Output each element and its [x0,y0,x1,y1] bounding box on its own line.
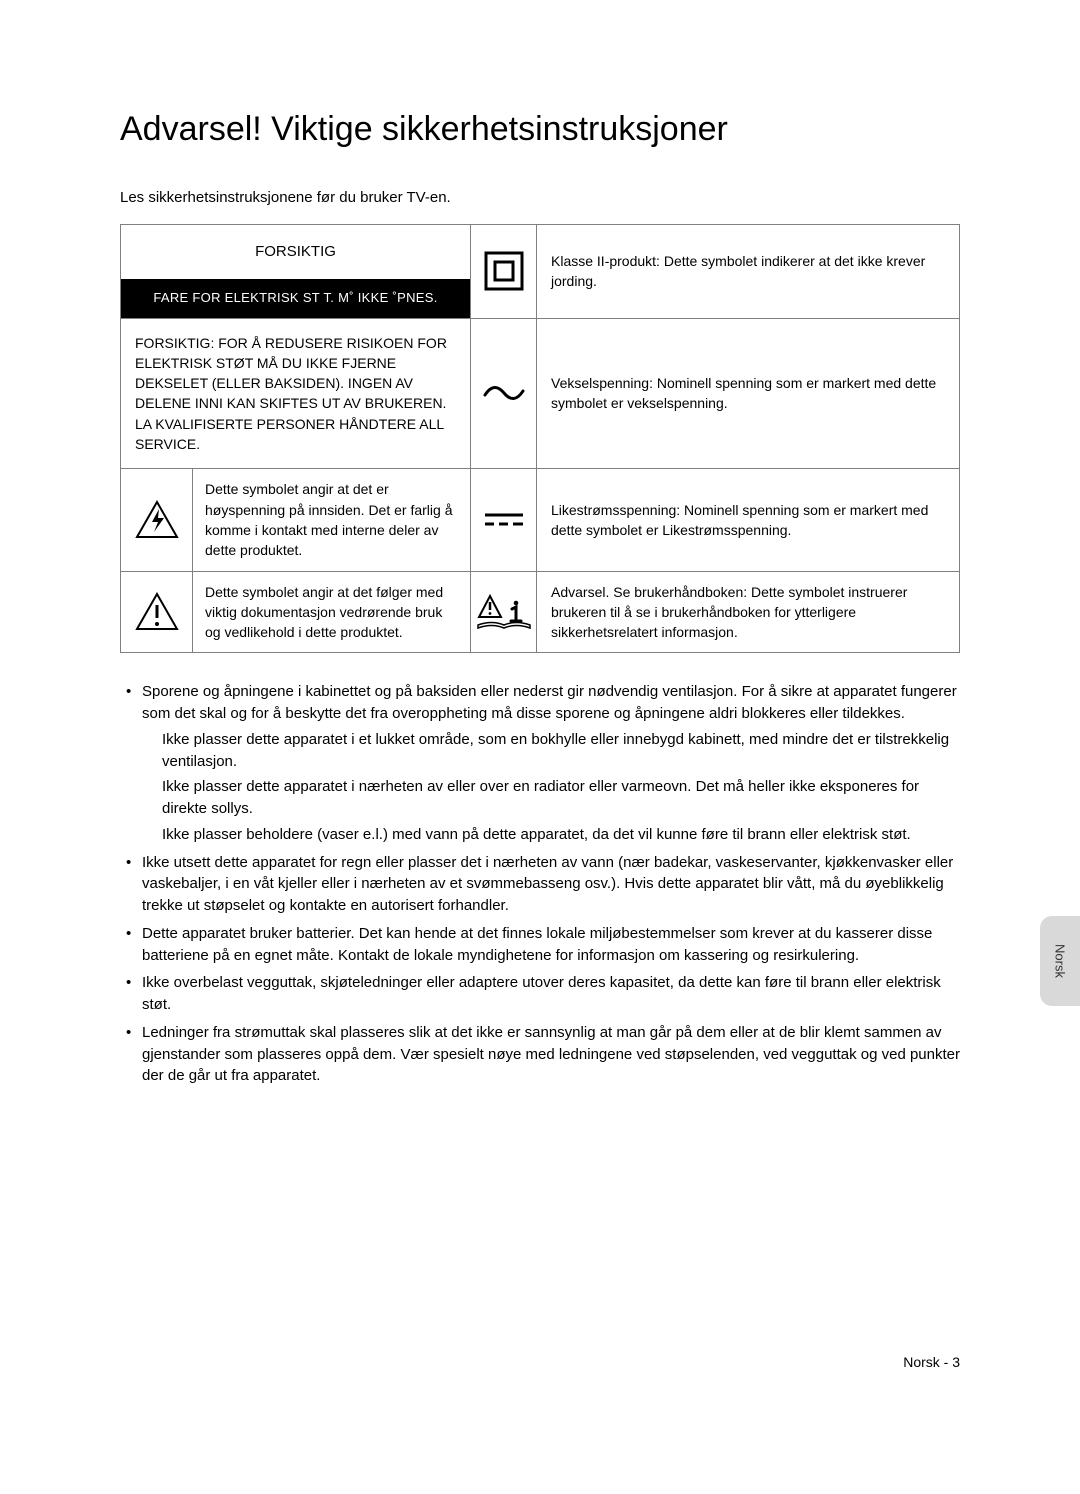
class-ii-icon [483,250,525,292]
ac-desc: Vekselspenning: Nominell spenning som er… [537,319,959,470]
page-title: Advarsel! Viktige sikkerhetsinstruksjone… [120,110,960,149]
bullet-2: Ikke utsett dette apparatet for regn ell… [120,852,960,917]
dc-icon-cell [471,469,537,571]
bullet-1-sub-2: Ikke plasser dette apparatet i nærheten … [142,776,960,820]
caution-label: FORSIKTIG [121,225,470,279]
ac-icon-cell [471,319,537,470]
caution-header-cell: FORSIKTIG FARE FOR ELEKTRISK ST T. M˚ IK… [121,225,471,319]
safety-bullets: Sporene og åpningene i kabinettet og på … [120,681,960,1087]
documentation-cell: Dette symbolet angir at det følger med v… [121,572,471,653]
warning-triangle-icon [134,591,180,633]
dc-desc: Likestrømsspenning: Nominell spenning so… [537,469,959,571]
bullet-1-sub-1: Ikke plasser dette apparatet i et lukket… [142,729,960,773]
bullet-1-sub-3: Ikke plasser beholdere (vaser e.l.) med … [142,824,960,846]
bullet-5: Ledninger fra strømuttak skal plasseres … [120,1022,960,1087]
bullet-4: Ikke overbelast vegguttak, skjøteledning… [120,972,960,1016]
language-tab-label: Norsk [1053,944,1068,978]
bullet-1: Sporene og åpningene i kabinettet og på … [120,681,960,845]
caution-full-text: FORSIKTIG: FOR Å REDUSERE RISIKOEN FOR E… [121,319,471,470]
dc-voltage-icon [481,510,527,530]
ac-voltage-icon [481,381,527,405]
intro-text: Les sikkerhetsinstruksjonene før du bruk… [120,189,960,206]
high-voltage-text: Dette symbolet angir at det er høyspenni… [193,469,470,570]
page-footer: Norsk - 3 [903,1354,960,1370]
electric-shock-banner: FARE FOR ELEKTRISK ST T. M˚ IKKE ˚PNES. [121,279,470,318]
safety-table: FORSIKTIG FARE FOR ELEKTRISK ST T. M˚ IK… [120,224,960,653]
refer-to-manual-icon [476,593,532,631]
class2-desc: Klasse II-produkt: Dette symbolet indike… [537,225,959,319]
bullet-3: Dette apparatet bruker batterier. Det ka… [120,923,960,967]
high-voltage-icon [134,499,180,541]
manual-desc: Advarsel. Se brukerhåndboken: Dette symb… [537,572,959,653]
class2-icon-cell [471,225,537,319]
documentation-text: Dette symbolet angir at det følger med v… [193,572,470,653]
high-voltage-cell: Dette symbolet angir at det er høyspenni… [121,469,471,571]
manual-icon-cell [471,572,537,653]
language-tab: Norsk [1040,916,1080,1006]
